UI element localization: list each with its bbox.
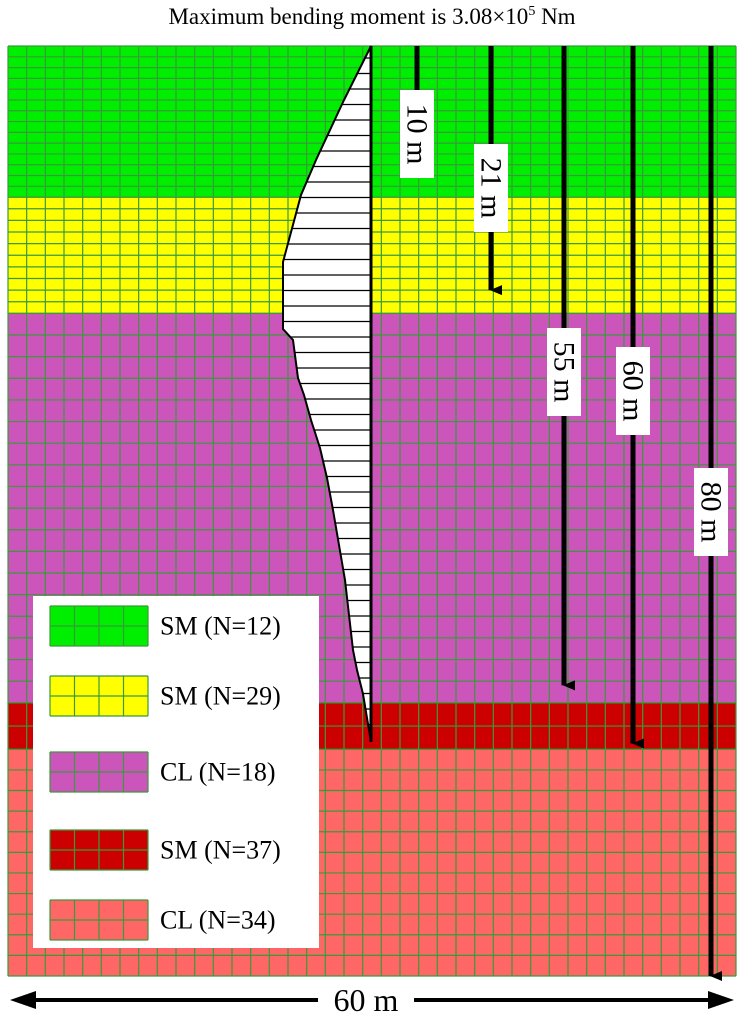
title-prefix: Maximum bending moment is 3.08×10 bbox=[168, 4, 529, 29]
depth-label-box bbox=[474, 144, 508, 232]
legend-label: CL (N=34) bbox=[160, 906, 276, 935]
legend-label: SM (N=12) bbox=[160, 612, 281, 641]
width-label: 60 m bbox=[334, 982, 399, 1018]
depth-label: 60 m bbox=[617, 361, 650, 422]
bending-moment-diagram bbox=[282, 45, 373, 743]
width-arrow-left-head bbox=[10, 991, 36, 1009]
width-arrow-right-head bbox=[708, 991, 734, 1009]
depth-label: 21 m bbox=[475, 158, 508, 219]
width-dimension: 60 m bbox=[10, 982, 734, 1018]
legend-label: SM (N=29) bbox=[160, 682, 281, 711]
depth-label: 10 m bbox=[401, 104, 434, 165]
depth-label-box bbox=[547, 328, 581, 416]
depth-label-box bbox=[616, 347, 650, 435]
diagram-title: Maximum bending moment is 3.08×105 Nm bbox=[0, 4, 744, 30]
depth-label: 55 m bbox=[548, 342, 581, 403]
depth-label-box bbox=[694, 468, 728, 556]
title-exponent: 5 bbox=[528, 4, 536, 19]
legend-label: CL (N=18) bbox=[160, 758, 276, 787]
moment-area bbox=[283, 46, 371, 742]
moment-outline bbox=[282, 45, 372, 743]
depth-markers: 10 m 21 m 55 m 60 m 80 m bbox=[400, 46, 728, 981]
width-label-box bbox=[318, 982, 414, 1018]
title-suffix: Nm bbox=[535, 4, 576, 29]
legend-label: SM (N=37) bbox=[160, 836, 281, 865]
depth-label-box bbox=[400, 90, 434, 178]
legend: SM (N=12) SM (N=29) CL (N=18) SM (N=37) CL (… bbox=[33, 596, 319, 948]
mesh-grid bbox=[7, 45, 737, 977]
depth-label: 80 m bbox=[695, 482, 728, 543]
